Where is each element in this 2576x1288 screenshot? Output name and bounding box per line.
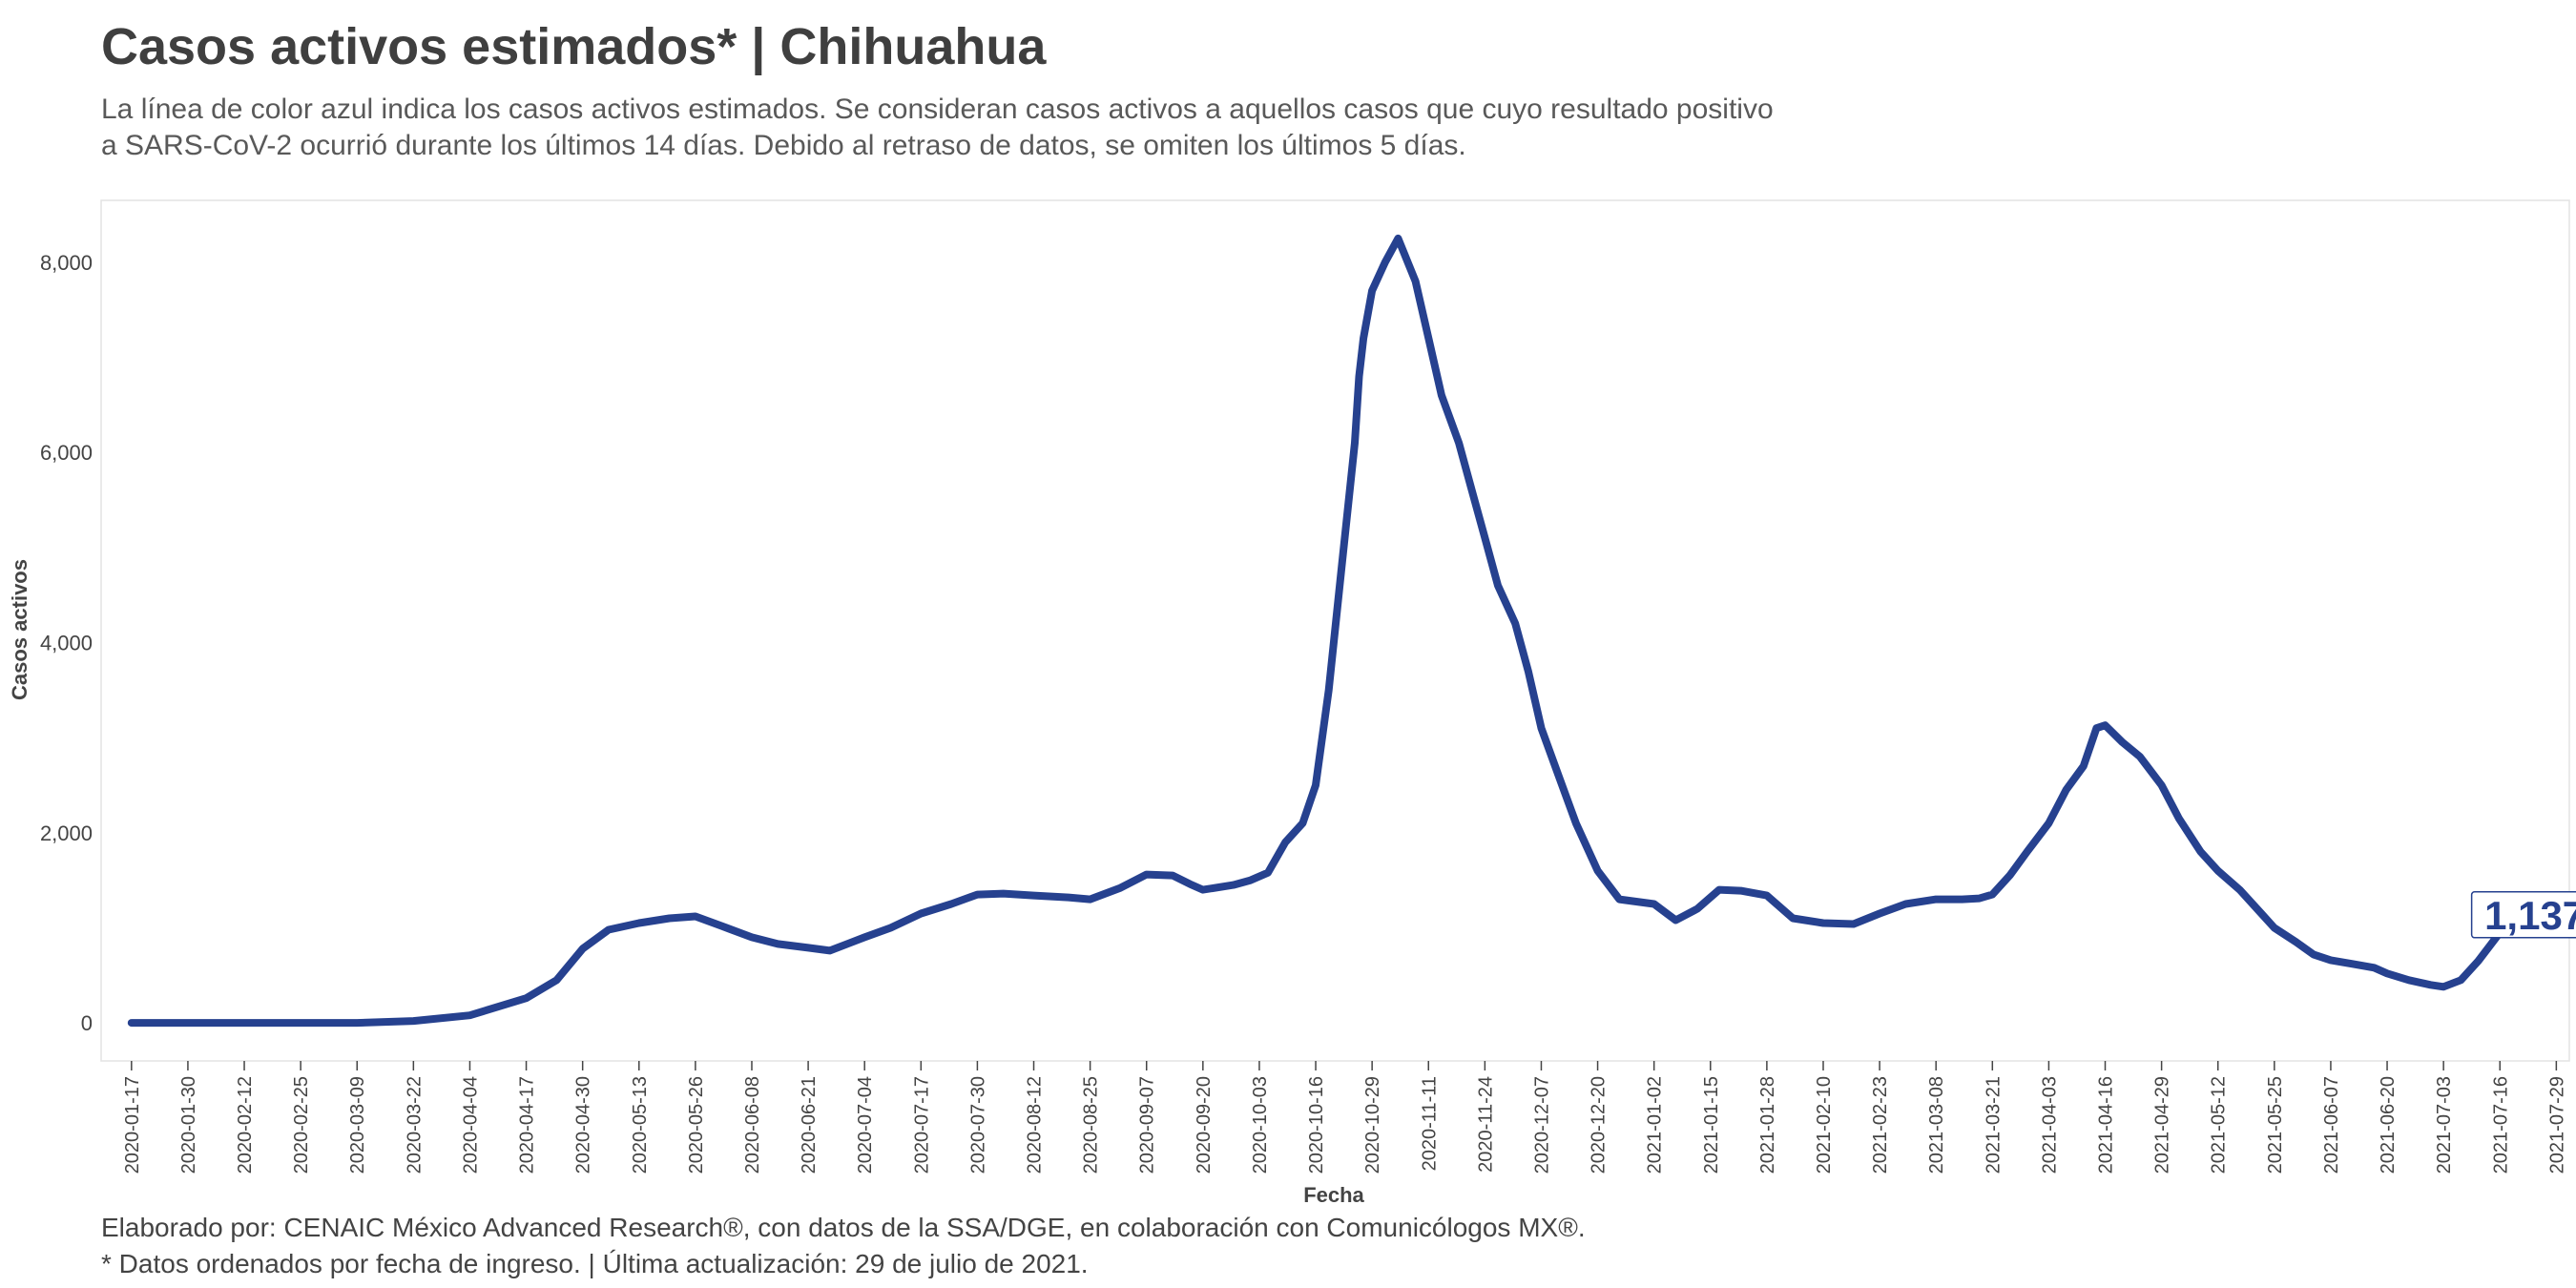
x-tick-label: 2021-04-16 (2096, 1076, 2117, 1174)
x-tick-label: 2021-02-23 (1870, 1076, 1891, 1174)
x-tick-label: 2020-07-30 (967, 1076, 988, 1174)
x-tick-label: 2020-01-30 (178, 1076, 199, 1174)
subtitle-line-2: a SARS-CoV-2 ocurrió durante los últimos… (101, 130, 1466, 161)
x-tick-label: 2020-10-03 (1250, 1076, 1271, 1174)
x-tick-label: 2021-03-21 (1983, 1076, 2004, 1174)
x-tick-label: 2021-05-25 (2265, 1076, 2286, 1174)
x-tick-label: 2021-04-03 (2039, 1076, 2060, 1174)
last-value-label: 1,137 (2484, 893, 2576, 938)
x-tick-label: 2021-01-28 (1757, 1076, 1778, 1174)
x-tick-label: 2021-07-29 (2546, 1076, 2567, 1174)
plot-border (100, 199, 2570, 1062)
x-tick-label: 2021-06-07 (2321, 1076, 2342, 1174)
x-axis-ticks: 2020-01-17 2020-01-30 2020-02-12 2020-02-25… (122, 1061, 2567, 1174)
x-tick-label: 2020-11-11 (1419, 1076, 1440, 1171)
x-tick-label: 2021-03-08 (1926, 1076, 1947, 1174)
x-tick-label: 2020-04-04 (460, 1076, 481, 1174)
x-tick-label: 2020-05-26 (686, 1076, 707, 1174)
x-axis-title: Fecha (1303, 1183, 1364, 1207)
x-tick-label: 2020-10-16 (1306, 1076, 1327, 1174)
chart-title: Casos activos estimados* | Chihuahua (101, 18, 1047, 75)
y-tick-label: 4,000 (40, 631, 93, 654)
caption-line-1: Elaborado por: CENAIC México Advanced Re… (101, 1213, 1586, 1242)
y-axis-ticks: 0 2,000 4,000 6,000 8,000 (40, 251, 93, 1035)
x-tick-label: 2020-07-04 (855, 1076, 876, 1174)
x-tick-label: 2020-06-21 (799, 1076, 820, 1174)
x-tick-label: 2020-04-17 (517, 1076, 538, 1174)
x-tick-label: 2020-12-20 (1589, 1076, 1610, 1174)
y-tick-label: 2,000 (40, 821, 93, 845)
y-axis-title: Casos activos (8, 559, 31, 700)
x-tick-label: 2020-02-25 (291, 1076, 312, 1174)
y-tick-label: 0 (81, 1011, 93, 1035)
x-tick-label: 2020-12-07 (1531, 1076, 1552, 1174)
x-tick-label: 2021-01-02 (1645, 1076, 1666, 1174)
x-tick-label: 2020-06-08 (742, 1076, 763, 1174)
x-tick-label: 2020-08-12 (1025, 1076, 1046, 1174)
x-tick-label: 2020-01-17 (122, 1076, 143, 1174)
x-tick-label: 2020-02-12 (235, 1076, 256, 1174)
subtitle-line-1: La línea de color azul indica los casos … (101, 93, 1774, 125)
x-tick-label: 2020-05-13 (630, 1076, 651, 1174)
x-tick-label: 2020-09-20 (1194, 1076, 1215, 1174)
x-tick-label: 2020-03-09 (347, 1076, 368, 1174)
x-tick-label: 2021-05-12 (2209, 1076, 2230, 1174)
x-tick-label: 2021-06-20 (2378, 1076, 2399, 1174)
x-tick-label: 2020-03-22 (404, 1076, 425, 1174)
x-tick-label: 2020-11-24 (1475, 1076, 1496, 1173)
x-tick-label: 2020-10-29 (1362, 1076, 1383, 1174)
x-tick-label: 2020-09-07 (1137, 1076, 1158, 1174)
y-tick-label: 6,000 (40, 441, 93, 465)
x-tick-label: 2020-07-17 (911, 1076, 932, 1174)
x-tick-label: 2020-08-25 (1081, 1076, 1102, 1174)
last-value-label-box (2470, 891, 2576, 939)
x-tick-label: 2021-07-03 (2434, 1076, 2455, 1174)
series-line-casos-activos (127, 234, 2539, 1028)
caption: Elaborado por: CENAIC México Advanced Re… (101, 1210, 1586, 1282)
caption-line-2: * Datos ordenados por fecha de ingreso. … (101, 1249, 1089, 1278)
y-tick-label: 8,000 (40, 251, 93, 275)
x-tick-label: 2021-02-10 (1814, 1076, 1835, 1174)
x-tick-label: 2020-04-30 (573, 1076, 594, 1174)
x-tick-label: 2021-01-15 (1701, 1076, 1722, 1174)
chart-subtitle: La línea de color azul indica los casos … (101, 92, 1914, 164)
x-tick-label: 2021-07-16 (2490, 1076, 2511, 1174)
x-tick-label: 2021-04-29 (2152, 1076, 2173, 1174)
